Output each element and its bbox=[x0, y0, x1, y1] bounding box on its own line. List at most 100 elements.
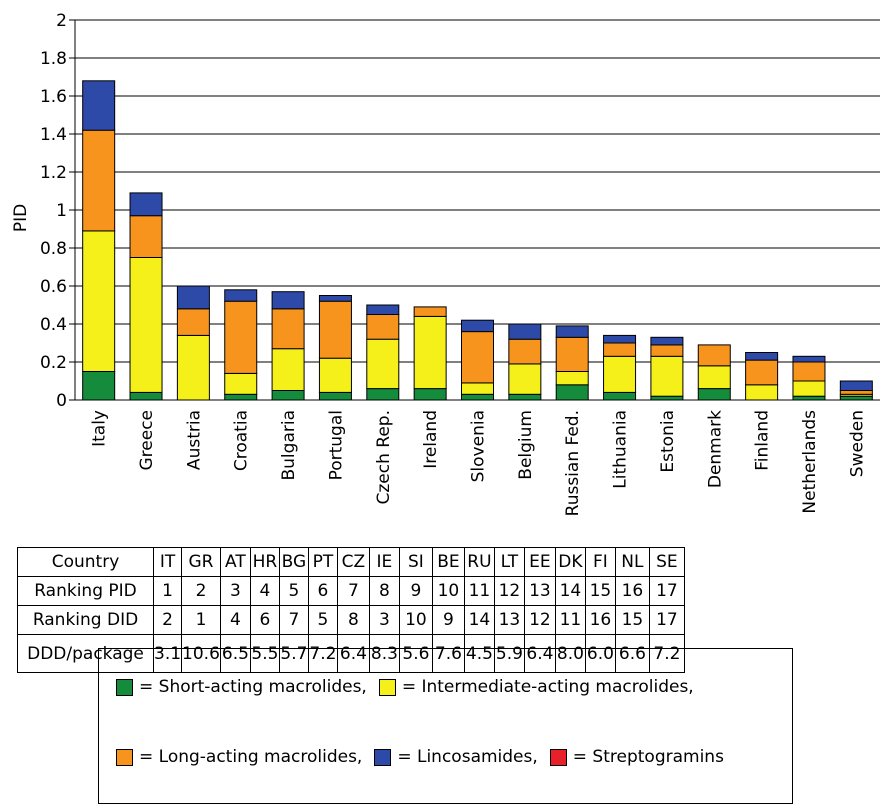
bar-segment bbox=[650, 344, 684, 357]
legend-label: = Lincosamides, bbox=[397, 747, 538, 767]
table-cell: LT bbox=[493, 547, 525, 577]
bar-segment bbox=[603, 355, 637, 393]
bar-segment bbox=[413, 315, 447, 390]
table-cell: 4.5 bbox=[463, 634, 495, 673]
bar-segment bbox=[745, 384, 779, 401]
bar-segment bbox=[508, 323, 542, 340]
bar-segment bbox=[555, 325, 589, 338]
x-tick-label: Netherlands bbox=[800, 410, 820, 514]
bar-segment bbox=[650, 395, 684, 401]
table-cell: 5 bbox=[307, 605, 338, 635]
table-cell: 8 bbox=[336, 605, 370, 635]
table-header-row: Country IT GR AT HR BG PT CZ IE SI BE RU LT EE DK FI NL S… bbox=[17, 547, 685, 577]
x-tick-label: Estonia bbox=[658, 410, 678, 473]
bar-segment bbox=[603, 391, 637, 401]
table-cell: GR bbox=[181, 547, 221, 577]
legend-swatch bbox=[116, 748, 133, 766]
x-tick-label: Belgium bbox=[516, 410, 536, 480]
table-cell: 13 bbox=[523, 576, 556, 606]
legend: = Short-acting macrolides, = Intermediate… bbox=[98, 648, 793, 804]
y-tick-label: 1.2 bbox=[40, 163, 67, 183]
bar-segment bbox=[792, 380, 826, 397]
bar-segment bbox=[697, 365, 731, 390]
bar-segment bbox=[366, 388, 400, 401]
legend-label: = Intermediate-acting macrolides, bbox=[401, 677, 694, 697]
bar-segment bbox=[271, 291, 305, 310]
bar-segment bbox=[650, 355, 684, 397]
legend-item: = Intermediate-acting macrolides, bbox=[378, 677, 694, 697]
bar-segment bbox=[271, 348, 305, 392]
table-cell: 15 bbox=[614, 605, 650, 635]
table-cell: 15 bbox=[584, 576, 616, 606]
bar-segment bbox=[271, 390, 305, 401]
legend-swatch bbox=[549, 748, 567, 766]
legend-item: = Streptogramins bbox=[549, 747, 724, 767]
table-cell: 5.7 bbox=[278, 634, 309, 673]
bar-segment bbox=[508, 363, 542, 395]
table-cell: 16 bbox=[584, 605, 616, 635]
bar-segment bbox=[413, 306, 447, 317]
table-cell: 11 bbox=[554, 605, 586, 635]
bar-segment bbox=[555, 336, 589, 372]
table-cell: SE bbox=[648, 547, 685, 577]
bar-segment bbox=[792, 355, 826, 363]
x-tick-label: Slovenia bbox=[469, 410, 489, 482]
legend-item: = Short-acting macrolides, bbox=[116, 677, 367, 697]
x-tick-label: Czech Rep. bbox=[374, 410, 394, 504]
legend-swatch bbox=[374, 748, 392, 766]
bar-segment bbox=[461, 331, 494, 384]
bar-segment bbox=[508, 338, 542, 365]
table-cell: IE bbox=[368, 547, 400, 577]
table-cell: FI bbox=[584, 547, 616, 577]
bar-segment bbox=[224, 289, 258, 302]
table-cell: 13 bbox=[493, 605, 525, 635]
bar-segment bbox=[508, 393, 542, 401]
y-tick-label: 1.6 bbox=[40, 87, 67, 107]
table-cell: BG bbox=[278, 547, 309, 577]
bar-segment bbox=[318, 295, 352, 302]
x-tick-label: Italy bbox=[90, 410, 110, 447]
x-tick-label: Finland bbox=[753, 410, 773, 471]
bar-segment bbox=[839, 390, 873, 395]
bar-segment bbox=[650, 336, 684, 346]
y-tick-label: 0.6 bbox=[40, 277, 67, 297]
bar-segment bbox=[82, 371, 116, 401]
table-cell: 3 bbox=[368, 605, 400, 635]
table-cell: 11 bbox=[463, 576, 495, 606]
table-cell: DK bbox=[554, 547, 586, 577]
bar-segment bbox=[745, 352, 779, 361]
x-tick-labels: Italy Greece Austria Croatia Bulgaria Portuga… bbox=[90, 410, 868, 517]
bar-segment bbox=[413, 388, 447, 401]
table-cell: 12 bbox=[523, 605, 556, 635]
x-tick-label: Portugal bbox=[326, 410, 346, 480]
table-cell: NL bbox=[614, 547, 650, 577]
bar-segment bbox=[318, 357, 352, 393]
x-tick-label: Denmark bbox=[705, 410, 725, 488]
x-tick-label: Greece bbox=[137, 410, 157, 471]
y-axis: 0 0.2 0.4 0.6 0.8 1 1.2 1.4 1.6 1.8 2 bbox=[40, 11, 880, 411]
table-row: Ranking DID 2 1 4 6 7 5 8 3 10 9 14 13 12 11 16 15 17 bbox=[17, 605, 685, 635]
legend-item: = Long-acting macrolides, bbox=[116, 747, 362, 767]
bar-segment bbox=[461, 393, 494, 401]
bar-segment bbox=[176, 285, 210, 310]
bar-segment bbox=[82, 80, 116, 131]
table-cell: SI bbox=[398, 547, 433, 577]
legend-swatch bbox=[378, 678, 396, 696]
table-cell: 4 bbox=[219, 605, 251, 635]
bar-segment bbox=[461, 319, 494, 333]
bar-segment bbox=[176, 334, 210, 401]
bar-segment bbox=[792, 395, 826, 401]
table-cell: HR bbox=[249, 547, 280, 577]
table-cell: 14 bbox=[463, 605, 495, 635]
bar-segment bbox=[745, 359, 779, 386]
y-tick-label: 0.2 bbox=[40, 353, 67, 373]
bar-segment bbox=[129, 257, 163, 393]
bar-segment bbox=[366, 304, 400, 315]
bar-segment bbox=[129, 192, 163, 217]
bar-segment bbox=[129, 391, 163, 401]
bar-segment bbox=[271, 308, 305, 350]
x-tick-label: Russian Fed. bbox=[563, 410, 583, 516]
bar-segment bbox=[603, 342, 637, 357]
y-tick-label: 0.8 bbox=[40, 239, 67, 259]
table-row: Ranking PID 1 2 3 4 5 6 7 8 9 10 11 12 13 14 15 16 17 bbox=[17, 576, 685, 606]
